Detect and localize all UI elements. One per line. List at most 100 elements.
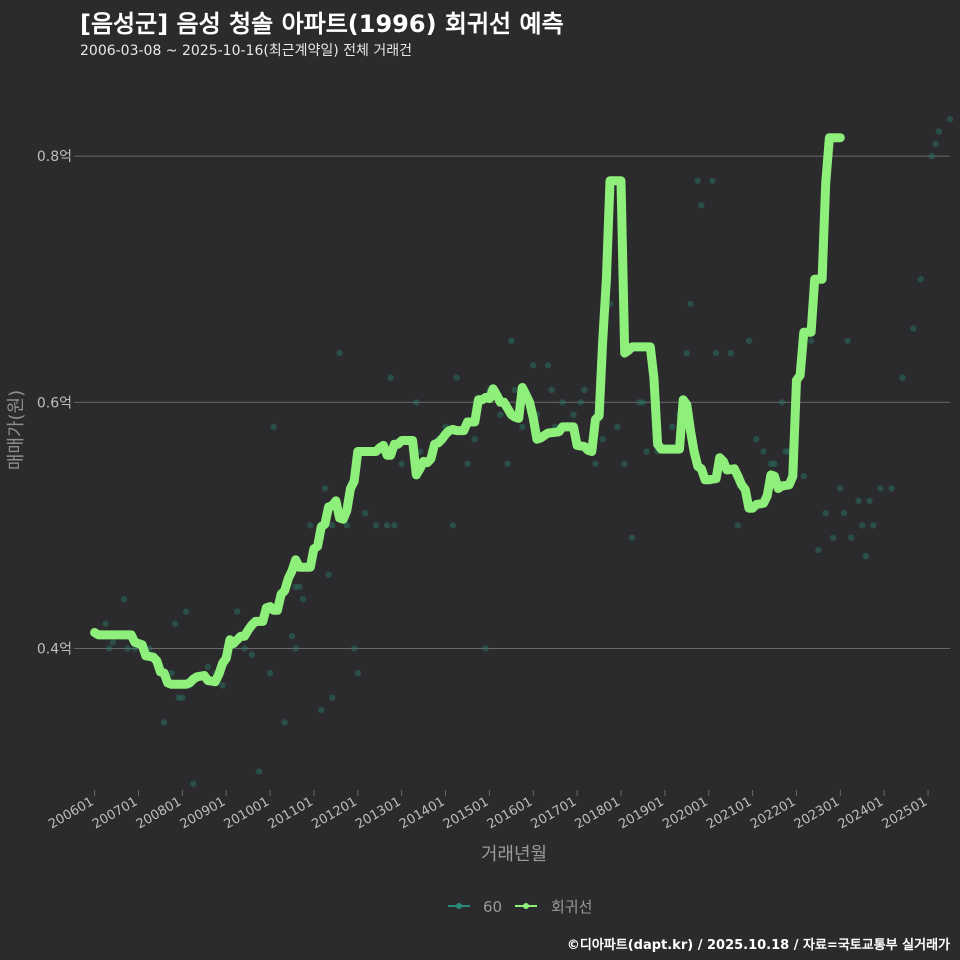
x-axis-title: 거래년월 [481,844,547,865]
scatter-point-47 [391,522,398,529]
scatter-point-41 [350,645,358,652]
x-tick-label-15: 202101 [704,794,754,832]
scatter-point-101 [782,448,789,455]
chart-title: [음성군] 음성 청솔 아파트(1996) 회귀선 예측 [80,10,564,38]
scatter-point-42 [354,669,362,677]
x-tick-label-6: 201201 [309,794,359,832]
scatter-point-105 [807,337,815,344]
scatter-point-12 [175,694,182,701]
scatter-point-23 [255,768,263,775]
scatter-point-34 [321,485,329,492]
scatter-point-117 [870,522,877,529]
scatter-point-1 [102,620,109,628]
scatter-point-38 [336,349,343,357]
scatter-point-9 [160,719,168,726]
scatter-point-96 [753,436,760,443]
scatter-point-93 [727,349,734,357]
scatter-point-126 [946,116,954,123]
scatter-point-110 [840,509,848,517]
scatter-point-76 [599,436,606,443]
x-tick-label-4: 201001 [222,794,272,832]
scatter-point-73 [577,399,584,406]
scatter-point-25 [270,423,277,431]
scatter-point-97 [760,448,767,455]
x-tick-label-13: 201901 [616,794,666,832]
scatter-point-54 [449,522,457,529]
scatter-point-45 [383,522,391,529]
scatter-point-94 [734,522,742,529]
scatter-point-106 [815,546,822,554]
regression-line-layer [90,133,845,689]
scatter-point-122 [917,276,924,283]
y-axis-title: 매매가(원) [6,390,27,470]
y-axis: 0.4억 0.6억 0.8억 [37,149,80,657]
scatter-point-90 [698,202,705,209]
scatter-point-123 [928,152,935,160]
scatter-point-3 [109,639,117,646]
x-tick-label-17: 202301 [792,794,842,832]
scatter-point-55 [453,374,460,381]
x-tick-label-19: 202501 [880,794,930,832]
scatter-point-29 [292,583,299,591]
scatter-point-88 [687,300,694,308]
scatter-point-69 [548,386,555,394]
scatter-point-108 [829,534,837,541]
scatter-point-4 [120,596,128,603]
scatter-point-95 [745,337,753,344]
scatter-point-120 [899,374,906,381]
y-tick-label-0: 0.4억 [37,641,72,657]
scatter-point-36 [329,522,336,529]
legend-regression-swatch-dot [523,903,529,909]
scatter-point-72 [570,411,577,418]
scatter-point-115 [862,552,870,560]
scatter-point-124 [932,140,939,148]
scatter-point-62 [508,337,515,344]
scatter-point-87 [683,349,691,357]
chart-subtitle: 2006-03-08 ~ 2025-10-16(최근계약일) 전체 거래건 [80,43,412,59]
scatter-point-44 [372,522,380,529]
x-tick-label-7: 201301 [353,794,403,832]
legend-60-label: 60 [483,898,502,916]
scatter-point-98 [767,460,775,468]
scatter-point-68 [544,362,552,369]
scatter-point-21 [241,645,248,652]
legend: 60 회귀선 [448,898,592,916]
scatter-point-100 [778,399,786,406]
scatter-point-92 [712,349,720,357]
y-tick-label-1: 0.6억 [37,395,72,411]
x-tick-label-9: 201501 [441,794,491,832]
scatter-point-116 [866,497,873,504]
legend-60-swatch-dot [456,903,462,909]
scatter-point-24 [266,669,274,677]
scatter-point-14 [182,608,190,615]
scatter-point-10 [168,669,175,677]
scatter-point-109 [837,485,844,492]
scatter-point-64 [519,423,526,431]
legend-regression-label: 회귀선 [551,898,592,916]
x-tick-label-12: 201801 [573,794,623,832]
scatter-point-19 [219,682,226,689]
scatter-point-85 [668,423,676,431]
scatter-point-75 [592,460,599,468]
scatter-point-17 [204,663,212,671]
scatter-point-121 [910,325,917,332]
scatter-point-28 [292,645,299,652]
scatter-point-58 [482,645,489,652]
x-tick-label-3: 200901 [178,794,228,832]
scatter-point-56 [464,460,471,468]
scatter-point-27 [288,632,296,640]
scatter-point-112 [848,534,855,541]
scatter-point-125 [935,128,943,135]
scatter-point-26 [281,719,288,726]
x-tick-label-8: 201401 [397,794,447,832]
scatter-point-2 [106,645,113,652]
scatter-point-71 [559,399,566,406]
scatter-point-66 [530,362,537,369]
scatter-point-11 [171,620,179,628]
scatter-point-22 [248,651,256,658]
scatter-point-49 [413,399,420,406]
x-tick-label-11: 201701 [529,794,579,832]
scatter-point-32 [307,522,314,529]
x-tick-label-1: 200701 [90,794,140,832]
